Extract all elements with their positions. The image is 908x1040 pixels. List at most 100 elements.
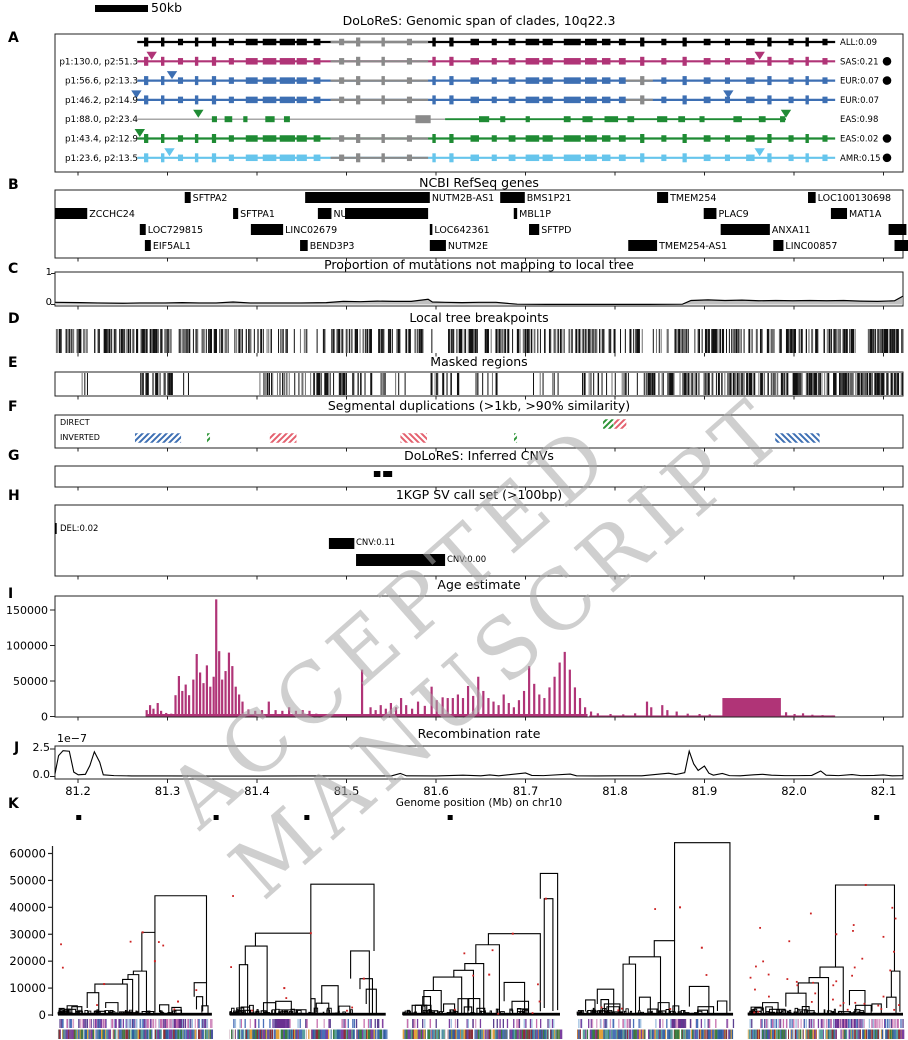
strip2-tick — [901, 1029, 905, 1039]
strip1-tick — [146, 1019, 148, 1028]
masked-line — [864, 373, 866, 395]
strip2-base — [577, 1029, 734, 1039]
clade-start-triangle — [164, 148, 175, 157]
masked-line — [857, 373, 859, 395]
strip2-tick — [718, 1029, 722, 1039]
breakpoint-line — [141, 329, 143, 353]
exon-block — [627, 116, 635, 123]
breakpoint-line — [183, 329, 186, 353]
breakpoint-line — [581, 329, 583, 353]
breakpoint-line — [583, 329, 585, 353]
breakpoint-line — [68, 329, 70, 353]
masked-line — [859, 373, 861, 395]
strip2-tick — [532, 1029, 534, 1039]
strip2-tick — [165, 1029, 168, 1039]
breakpoint-line — [414, 329, 417, 353]
strip1-tick — [502, 1019, 504, 1028]
strip1-tick — [516, 1019, 518, 1028]
gene-box — [628, 240, 658, 251]
strip1-tick — [131, 1019, 134, 1028]
masked-line — [892, 373, 894, 395]
tree-bracket — [890, 970, 901, 1012]
gene-box — [317, 208, 332, 219]
strip1-tick — [666, 1019, 668, 1028]
strip2-tick — [525, 1029, 527, 1039]
tree-bracket — [432, 976, 463, 1014]
strip2-tick — [874, 1029, 877, 1039]
strip1-tick — [655, 1019, 657, 1028]
breakpoint-line — [522, 329, 525, 353]
gene-box — [429, 240, 446, 251]
red-mutation-mark — [846, 1008, 849, 1011]
breakpoint-line — [107, 329, 109, 353]
strip2-tick — [376, 1029, 378, 1039]
strip2-tick — [429, 1029, 431, 1039]
age-bar — [379, 705, 382, 717]
age-bar — [430, 686, 433, 717]
strip1-tick — [180, 1019, 183, 1028]
strip1-tick — [306, 1019, 308, 1028]
masked-line — [279, 373, 281, 395]
breakpoint-line — [257, 329, 260, 353]
breakpoint-line — [749, 329, 751, 353]
strip2-tick — [753, 1029, 755, 1039]
strip2-tick — [544, 1029, 547, 1039]
age-bar — [584, 707, 587, 717]
segdup-box-border — [513, 432, 518, 444]
strip1-tick — [662, 1019, 664, 1028]
masked-line — [782, 373, 785, 395]
strip2-tick — [206, 1029, 209, 1039]
strip1-tick — [774, 1019, 776, 1028]
strip2-tick — [833, 1029, 836, 1039]
segdup-box — [134, 433, 182, 443]
masked-line — [159, 373, 161, 395]
strip2-tick — [466, 1029, 469, 1039]
f-row-label-direct: DIRECT — [60, 418, 90, 427]
red-mutation-mark — [767, 973, 770, 976]
strip2-tick — [144, 1029, 146, 1039]
exon-block — [508, 154, 516, 162]
strip1-tick — [704, 1019, 706, 1028]
strip1-tick — [884, 1019, 886, 1028]
exon-block — [661, 38, 667, 46]
strip2-tick — [342, 1029, 345, 1039]
strip2-tick — [529, 1029, 532, 1039]
strip2-tick — [772, 1029, 775, 1039]
masked-line — [866, 373, 868, 395]
breakpoint-line — [610, 329, 612, 353]
breakpoint-line — [342, 329, 344, 353]
masked-line — [900, 373, 902, 395]
age-bar — [568, 669, 571, 717]
masked-line — [340, 373, 342, 395]
exon-block — [780, 116, 786, 123]
breakpoint-line — [760, 329, 762, 353]
strip2-tick — [235, 1029, 239, 1039]
strip1-tick — [97, 1019, 99, 1028]
strip2-tick — [645, 1029, 648, 1039]
masked-line — [164, 373, 166, 395]
strip1-tick — [158, 1019, 160, 1028]
masked-line — [606, 373, 608, 395]
masked-line — [813, 373, 815, 395]
tree-bracket — [256, 1009, 259, 1015]
strip2-tick — [895, 1029, 899, 1039]
breakpoint-line — [794, 329, 796, 353]
strip2-tick — [647, 1029, 650, 1039]
strip2-tick — [618, 1029, 620, 1039]
strip2-tick — [177, 1029, 181, 1039]
strip2-tick — [648, 1029, 650, 1039]
breakpoint-line — [748, 329, 750, 353]
breakpoint-line — [720, 329, 722, 353]
strip2-tick — [886, 1029, 888, 1039]
strip1-tick — [189, 1019, 192, 1028]
breakpoint-line — [571, 329, 573, 353]
tree-bracket — [195, 996, 204, 1012]
strip2-tick — [551, 1029, 553, 1039]
masked-line — [142, 373, 144, 395]
red-mutation-mark — [832, 998, 834, 1001]
strip1-tick — [144, 1019, 146, 1028]
panel-d-title: Local tree breakpoints — [409, 310, 549, 325]
red-mutation-mark — [757, 1010, 760, 1013]
breakpoint-line — [887, 329, 889, 353]
exon-block — [161, 95, 165, 105]
